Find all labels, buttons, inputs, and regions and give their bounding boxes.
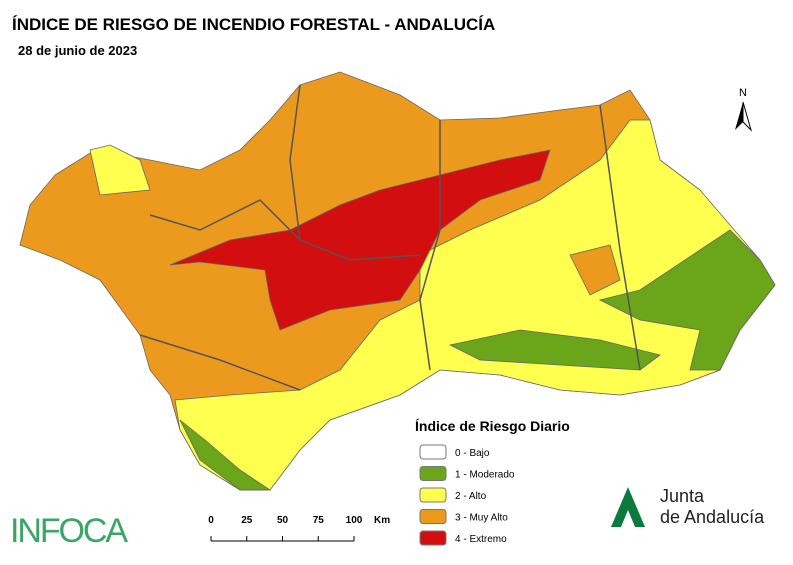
north-arrow-right [742, 101, 753, 132]
scale-bar: 0 25 50 75 100 Km [208, 515, 390, 542]
legend-label: 1 - Moderado [455, 470, 515, 481]
north-label: N [739, 87, 747, 99]
scale-label: 25 [241, 515, 253, 526]
province-border [149, 199, 421, 261]
legend-swatch [419, 487, 447, 503]
legend-swatch [419, 530, 447, 546]
province-border [599, 104, 641, 371]
legend: 0 - Bajo 1 - Moderado 2 - Alto 3 - Muy Alto… [419, 444, 515, 546]
scale-label: 0 [208, 515, 214, 526]
legend-label: 0 - Bajo [455, 448, 490, 459]
legend-label: 4 - Extremo [455, 534, 507, 545]
legend-label: 2 - Alto [455, 491, 487, 502]
region-alto [174, 119, 776, 491]
province-border [139, 334, 301, 391]
region-moderado [598, 229, 776, 371]
scale-label: 50 [277, 515, 289, 526]
north-arrow-left [735, 102, 743, 130]
scale-unit: Km [374, 515, 390, 526]
junta-emblem [611, 487, 645, 527]
scale-label: 100 [346, 515, 363, 526]
date: 28 de junio de 2023 [18, 43, 137, 58]
region-moderado [179, 419, 272, 491]
legend-title: Índice de Riesgo Diario [415, 418, 570, 434]
infoca-logo: INFOCA [10, 512, 128, 550]
title: ÍNDICE DE RIESGO DE INCENDIO FORESTAL - … [12, 15, 495, 34]
legend-label: 3 - Muy Alto [455, 513, 508, 524]
scale-label: 75 [313, 515, 325, 526]
region-moderado [448, 329, 661, 371]
legend-swatch [419, 444, 447, 460]
junta-text: de Andalucía [660, 507, 765, 527]
junta-logo: Junta de Andalucía [611, 486, 765, 527]
north-arrow: N [735, 87, 753, 132]
map [19, 71, 776, 491]
region-alto [89, 144, 151, 196]
region-muy-alto [569, 244, 621, 296]
region-extremo [169, 149, 551, 331]
junta-text: Junta [660, 486, 705, 506]
legend-swatch [419, 466, 447, 481]
legend-swatch [419, 509, 447, 524]
province-border [289, 84, 301, 241]
province-border [419, 120, 441, 371]
